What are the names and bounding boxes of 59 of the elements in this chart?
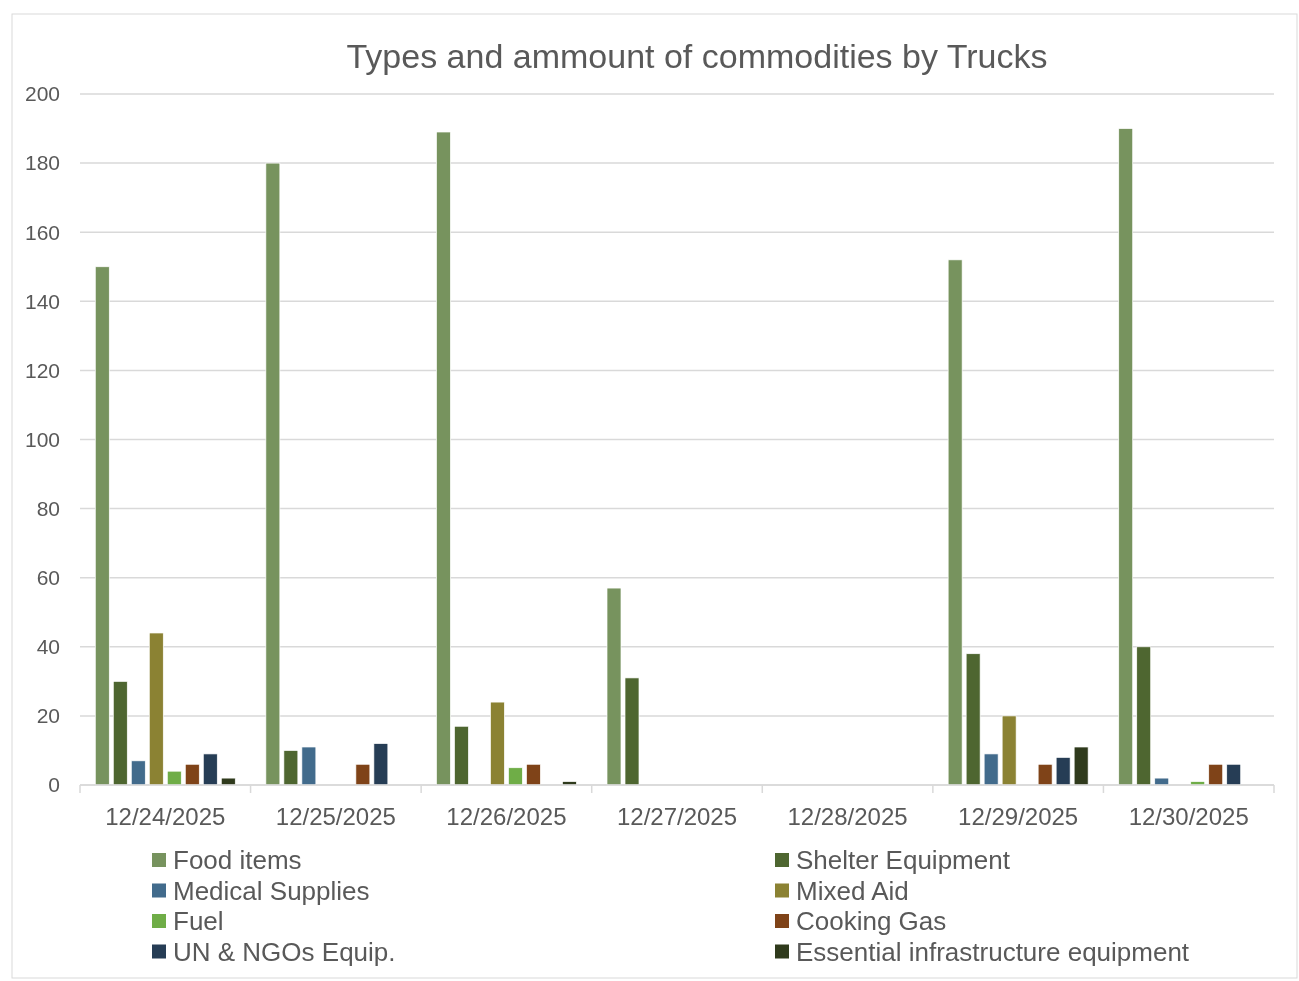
bar	[220, 777, 236, 786]
bar	[490, 701, 505, 786]
bar	[373, 743, 389, 786]
x-tick-label: 12/28/2025	[787, 803, 908, 830]
bar	[94, 266, 110, 786]
bar	[454, 725, 469, 786]
bar	[624, 677, 640, 786]
chart-title: Types and ammount of commodities by Trucks	[346, 37, 1048, 75]
bar	[606, 587, 622, 786]
legend-label: Mixed Aid	[796, 875, 909, 906]
bar	[1073, 746, 1089, 786]
y-tick-label: 120	[24, 358, 60, 382]
legend-label: Shelter Equipment	[796, 845, 1011, 876]
x-tick-label: 12/26/2025	[446, 803, 567, 830]
bar	[1226, 763, 1242, 786]
bar	[508, 767, 523, 786]
legend-label: Cooking Gas	[796, 906, 947, 937]
bar	[1136, 646, 1152, 786]
bar	[112, 681, 128, 786]
bar	[202, 753, 218, 786]
bar	[1037, 763, 1053, 786]
bar	[283, 750, 299, 786]
bar	[301, 746, 317, 786]
y-tick-label: 180	[24, 151, 60, 175]
y-tick-label: 40	[36, 635, 60, 659]
bar	[965, 653, 981, 786]
y-tick-label: 80	[36, 496, 60, 520]
x-tick-label: 12/25/2025	[275, 803, 396, 830]
bar	[148, 632, 164, 786]
legend-label: Fuel	[173, 906, 224, 937]
legend-label: Essential infrastructure equipment	[796, 936, 1190, 967]
bar	[184, 763, 200, 786]
bar	[166, 770, 182, 786]
bar	[947, 259, 963, 786]
x-tick-label: 12/29/2025	[958, 803, 1079, 830]
x-tick-label: 12/24/2025	[105, 803, 226, 830]
bar	[436, 131, 451, 786]
y-tick-label: 0	[48, 773, 60, 797]
x-tick-label: 12/27/2025	[616, 803, 738, 830]
y-tick-label: 60	[36, 566, 60, 590]
bar	[1118, 128, 1134, 786]
y-tick-label: 160	[24, 220, 60, 244]
bar	[1154, 777, 1170, 786]
bar	[265, 162, 281, 786]
bar	[1208, 763, 1224, 786]
legend-label: Medical Supplies	[173, 875, 370, 906]
y-tick-label: 140	[24, 289, 60, 313]
bar	[526, 763, 541, 786]
y-tick-label: 100	[24, 427, 60, 451]
bar	[983, 753, 999, 786]
bar	[1001, 715, 1017, 786]
legend-label: UN & NGOs Equip.	[173, 936, 396, 967]
y-tick-label: 20	[36, 704, 60, 728]
bar	[130, 760, 146, 786]
legend-label: Food items	[173, 845, 302, 876]
bar	[355, 763, 371, 786]
y-tick-label: 200	[24, 82, 60, 106]
bar	[1055, 757, 1071, 786]
x-tick-label: 12/30/2025	[1128, 803, 1249, 830]
